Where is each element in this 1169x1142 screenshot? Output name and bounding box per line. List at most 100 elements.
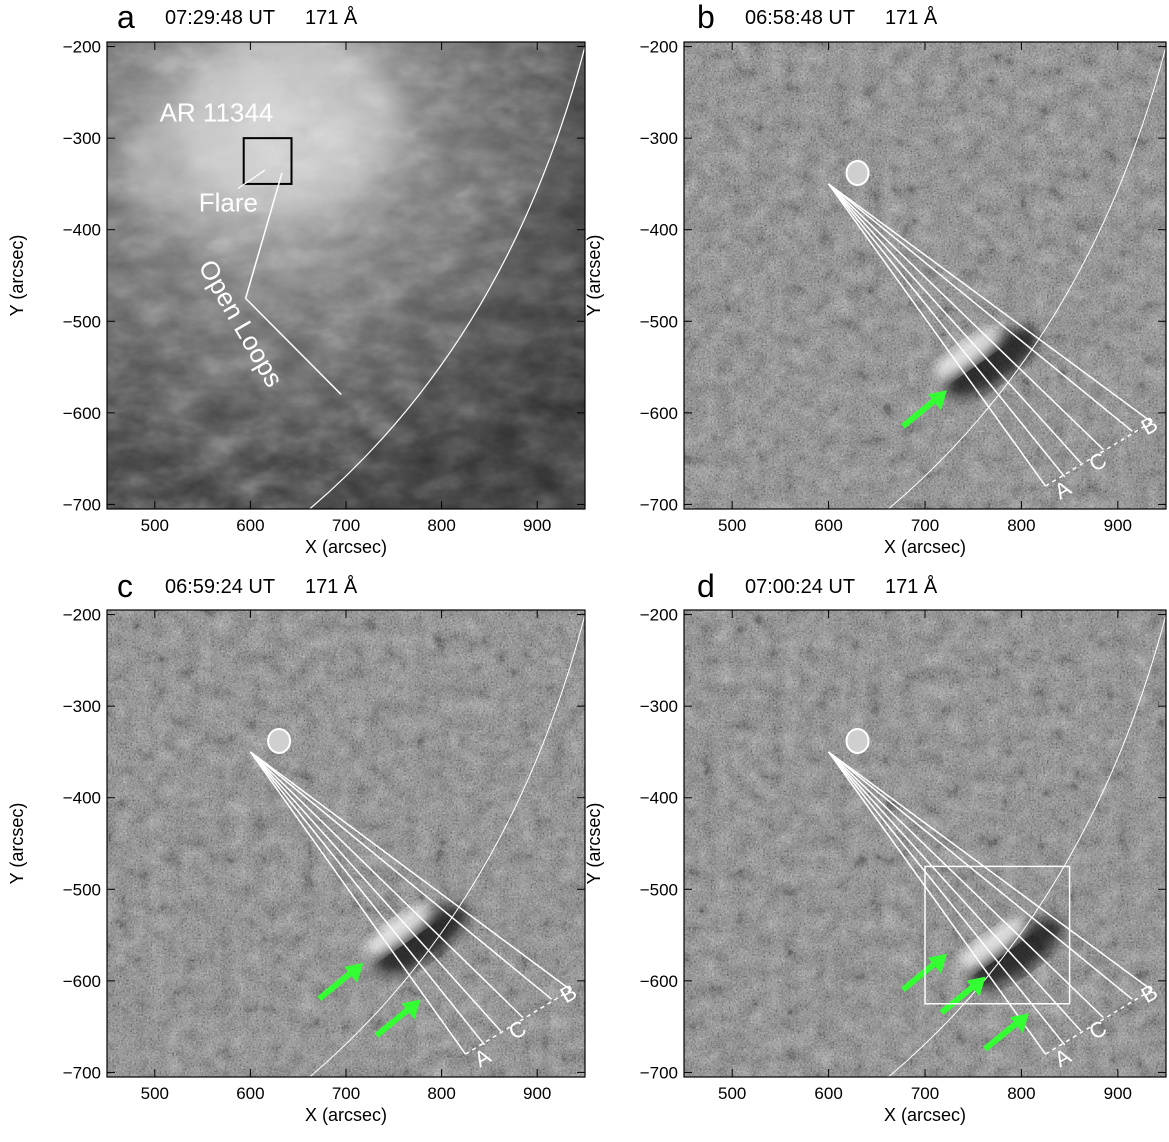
panel-image: ACB xyxy=(107,610,585,1077)
panel-channel: 171 Å xyxy=(305,575,358,598)
x-tick-label: 700 xyxy=(332,1084,360,1103)
y-tick-label: −200 xyxy=(640,606,678,625)
solar-limb xyxy=(309,614,585,1077)
x-tick-label: 800 xyxy=(427,516,455,535)
slit-line xyxy=(828,183,1066,478)
y-axis-label: Y (arcsec) xyxy=(7,803,27,885)
y-tick-label: −300 xyxy=(63,129,101,148)
solar-limb xyxy=(888,46,1166,509)
zoom-box xyxy=(924,865,1071,1005)
solar-limb xyxy=(309,46,585,509)
slit-line xyxy=(249,751,572,991)
x-tick-label: 900 xyxy=(523,516,551,535)
loop-arrow xyxy=(245,297,342,396)
slit-line xyxy=(828,183,1082,464)
solar-limb xyxy=(888,614,1166,1077)
panel-image: ACB xyxy=(684,610,1166,1077)
y-axis-label: Y (arcsec) xyxy=(584,235,604,317)
panel-d: ACB 500 600 700 800 900 −200 −300 −400 −500 −600 −7… xyxy=(584,568,1167,1125)
x-tick-label: 700 xyxy=(332,516,360,535)
flare-marker xyxy=(845,159,870,186)
x-tick-label: 800 xyxy=(1007,516,1035,535)
x-axis-label: X (arcsec) xyxy=(884,1105,966,1125)
x-tick-label: 800 xyxy=(427,1084,455,1103)
panel-channel: 171 Å xyxy=(305,6,358,29)
y-tick-label: −500 xyxy=(63,880,101,899)
panel-letter: b xyxy=(697,0,715,35)
panel-letter: d xyxy=(697,568,715,604)
slit-line xyxy=(249,751,524,1019)
flare-marker xyxy=(267,727,292,754)
x-tick-label: 900 xyxy=(523,1084,551,1103)
x-tick-label: 500 xyxy=(141,516,169,535)
y-tick-label: −200 xyxy=(640,38,678,57)
green-arrow xyxy=(901,390,947,429)
y-tick-label: −700 xyxy=(640,495,678,514)
slit-line xyxy=(249,751,502,1032)
panel-time: 06:58:48 UT xyxy=(745,7,855,29)
x-axis-label: X (arcsec) xyxy=(305,1105,387,1125)
green-arrow xyxy=(939,976,986,1015)
x-tick-label: 500 xyxy=(718,1084,746,1103)
y-tick-label: −400 xyxy=(640,789,678,808)
y-tick-label: −500 xyxy=(640,880,678,899)
y-tick-label: −700 xyxy=(63,1063,101,1082)
green-arrow xyxy=(374,999,421,1038)
y-tick-label: −300 xyxy=(640,129,678,148)
flare-arrow xyxy=(237,169,266,190)
green-arrow xyxy=(983,1013,1029,1052)
slit-line xyxy=(828,183,1152,423)
green-arrow xyxy=(901,953,947,993)
green-arrow xyxy=(317,962,364,1002)
y-tick-label: −500 xyxy=(63,312,101,331)
panel-letter: a xyxy=(117,0,135,35)
panel-b: ACB 500 600 700 800 900 −200 −300 −400 −500 −600 −7… xyxy=(584,0,1167,557)
x-tick-label: 600 xyxy=(814,516,842,535)
x-tick-label: 600 xyxy=(236,516,264,535)
x-tick-label: 900 xyxy=(1104,516,1132,535)
x-tick-label: 900 xyxy=(1104,1084,1132,1103)
y-tick-label: −500 xyxy=(640,312,678,331)
y-tick-label: −300 xyxy=(640,697,678,716)
x-axis-label: X (arcsec) xyxy=(884,537,966,557)
flare-marker xyxy=(845,727,870,754)
panel-time: 07:00:24 UT xyxy=(745,576,855,598)
y-tick-label: −200 xyxy=(63,38,101,57)
slit-line xyxy=(249,751,467,1055)
x-tick-label: 700 xyxy=(911,516,939,535)
y-axis-label: Y (arcsec) xyxy=(7,235,27,317)
flare-label: Flare xyxy=(199,187,258,217)
flare-box xyxy=(242,137,293,185)
x-tick-label: 700 xyxy=(911,1084,939,1103)
panel-time: 06:59:24 UT xyxy=(165,576,275,598)
panel-channel: 171 Å xyxy=(885,6,938,29)
slit-line xyxy=(828,183,1133,432)
panel-time: 07:29:48 UT xyxy=(165,7,275,29)
y-tick-label: −300 xyxy=(63,697,101,716)
x-axis-label: X (arcsec) xyxy=(305,537,387,557)
x-tick-label: 500 xyxy=(141,1084,169,1103)
slit-line xyxy=(828,183,1104,451)
y-tick-label: −600 xyxy=(640,404,678,423)
slit-line xyxy=(249,751,553,1000)
y-axis-label: Y (arcsec) xyxy=(584,803,604,885)
x-tick-label: 500 xyxy=(718,516,746,535)
y-tick-label: −200 xyxy=(63,606,101,625)
x-tick-label: 800 xyxy=(1007,1084,1035,1103)
panel-letter: c xyxy=(117,568,133,604)
y-tick-label: −700 xyxy=(640,1063,678,1082)
y-tick-label: −700 xyxy=(63,495,101,514)
slit-line xyxy=(828,751,1066,1046)
slit-line xyxy=(827,183,1047,487)
x-tick-label: 600 xyxy=(814,1084,842,1103)
slit-line xyxy=(249,751,486,1046)
panel-c: ACB 500 600 700 800 900 −200 −300 −400 −500 −600 −7… xyxy=(7,568,586,1125)
panel-image: ACB xyxy=(684,42,1166,509)
y-tick-label: −600 xyxy=(63,972,101,991)
x-tick-label: 600 xyxy=(236,1084,264,1103)
region-label: AR 11344 xyxy=(160,98,274,128)
y-tick-label: −400 xyxy=(640,221,678,240)
